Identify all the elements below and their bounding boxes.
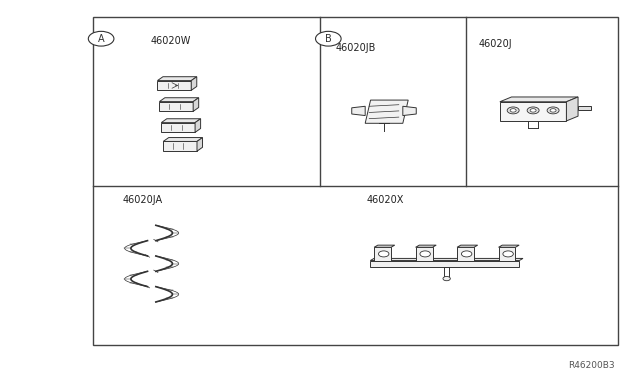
Polygon shape xyxy=(371,259,523,260)
Circle shape xyxy=(510,109,516,112)
Bar xyxy=(93,17,618,345)
Circle shape xyxy=(503,251,513,257)
Bar xyxy=(499,247,515,260)
Bar xyxy=(371,260,519,267)
Text: B: B xyxy=(325,34,332,44)
Polygon shape xyxy=(578,106,591,110)
Circle shape xyxy=(527,107,539,114)
Polygon shape xyxy=(499,245,519,247)
Text: 46020J: 46020J xyxy=(479,39,513,49)
Bar xyxy=(374,247,391,260)
Circle shape xyxy=(461,251,472,257)
Polygon shape xyxy=(352,106,365,116)
Circle shape xyxy=(507,107,519,114)
Circle shape xyxy=(443,276,451,281)
Text: 46020JB: 46020JB xyxy=(336,44,376,54)
Bar xyxy=(161,123,195,132)
Polygon shape xyxy=(403,106,416,116)
Bar xyxy=(163,141,197,151)
Circle shape xyxy=(88,31,114,46)
Polygon shape xyxy=(457,245,477,247)
Circle shape xyxy=(316,31,341,46)
Circle shape xyxy=(420,251,430,257)
Polygon shape xyxy=(159,98,198,102)
Circle shape xyxy=(550,109,556,112)
Polygon shape xyxy=(195,119,200,132)
Polygon shape xyxy=(193,98,198,111)
Circle shape xyxy=(378,251,389,257)
Polygon shape xyxy=(415,245,436,247)
Polygon shape xyxy=(365,100,408,123)
Polygon shape xyxy=(191,77,196,90)
Bar xyxy=(159,102,193,111)
Polygon shape xyxy=(163,138,202,141)
Circle shape xyxy=(547,107,559,114)
Polygon shape xyxy=(566,97,578,121)
Bar xyxy=(500,102,566,121)
Bar xyxy=(415,247,433,260)
Text: A: A xyxy=(98,34,104,44)
Polygon shape xyxy=(161,119,200,123)
Text: 46020X: 46020X xyxy=(366,195,403,205)
Polygon shape xyxy=(157,77,196,81)
Polygon shape xyxy=(374,245,395,247)
Bar xyxy=(457,247,474,260)
Polygon shape xyxy=(197,138,202,151)
Circle shape xyxy=(530,109,536,112)
Bar xyxy=(157,81,191,90)
Text: 46020JA: 46020JA xyxy=(123,195,163,205)
Text: 46020W: 46020W xyxy=(150,36,191,46)
Polygon shape xyxy=(500,97,578,102)
Text: R46200B3: R46200B3 xyxy=(568,361,614,371)
